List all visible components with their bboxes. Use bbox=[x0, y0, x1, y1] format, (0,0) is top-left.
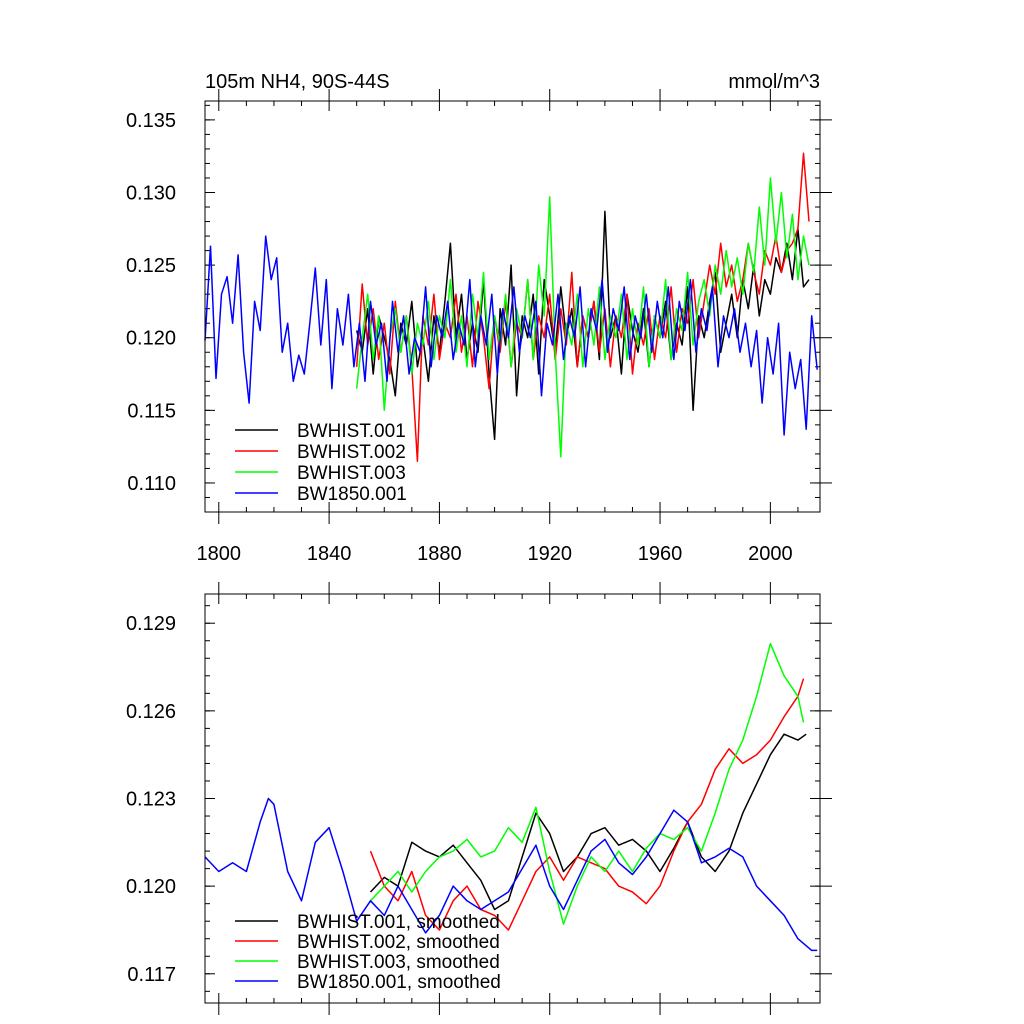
bottom-panel: 0.117 0.120 0.123 0.126 0.129 BWHIST.001, sm… bbox=[126, 582, 832, 1015]
top-y-tick-label: 0.125 bbox=[126, 255, 176, 277]
top-x-tick-label: 1800 bbox=[197, 543, 242, 565]
top-panel: 105m NH4, 90S-44S mmol/m^3 1800 1840 1880 1… bbox=[126, 71, 832, 565]
top-y-tick-label: 0.115 bbox=[127, 400, 176, 422]
top-panel-axes: 1800 1840 1880 1920 1960 2000 0.110 0.115 0.120 0… bbox=[126, 89, 832, 565]
top-x-tick-label: 1960 bbox=[638, 543, 683, 565]
bottom-y-tick-label: 0.129 bbox=[126, 613, 176, 635]
top-y-tick-label: 0.110 bbox=[127, 473, 176, 495]
bottom-series-line-4 bbox=[204, 797, 818, 952]
bottom-panel-axes: 0.117 0.120 0.123 0.126 0.129 bbox=[126, 582, 832, 1015]
top-series-line-4 bbox=[204, 235, 818, 436]
bottom-series-line-2 bbox=[369, 678, 805, 931]
top-x-tick-label: 2000 bbox=[748, 543, 793, 565]
top-x-tick-label: 1920 bbox=[527, 543, 572, 565]
bottom-panel-series bbox=[204, 642, 818, 952]
top-legend-label-2: BWHIST.002 bbox=[297, 442, 406, 463]
top-x-tick-label: 1840 bbox=[307, 543, 352, 565]
top-y-tick-label: 0.130 bbox=[126, 182, 176, 204]
top-legend-label-1: BWHIST.001 bbox=[297, 421, 406, 442]
bottom-legend-label-2: BWHIST.002, smoothed bbox=[297, 932, 500, 953]
bottom-legend-label-4: BW1850.001, smoothed bbox=[297, 972, 501, 993]
bottom-y-tick-label: 0.126 bbox=[126, 701, 176, 723]
top-legend-label-4: BW1850.001 bbox=[297, 484, 407, 505]
bottom-series-line-3 bbox=[369, 642, 805, 925]
top-panel-series bbox=[204, 152, 818, 462]
bottom-y-tick-label: 0.120 bbox=[126, 876, 176, 898]
top-y-tick-label: 0.120 bbox=[126, 328, 176, 350]
bottom-y-tick-label: 0.117 bbox=[127, 964, 176, 986]
top-x-tick-label: 1880 bbox=[417, 543, 462, 565]
bottom-legend-label-3: BWHIST.003, smoothed bbox=[297, 952, 500, 973]
top-panel-units-label: mmol/m^3 bbox=[728, 71, 820, 93]
bottom-y-tick-label: 0.123 bbox=[126, 789, 176, 811]
bottom-legend-label-1: BWHIST.001, smoothed bbox=[297, 912, 500, 933]
top-series-line-3 bbox=[355, 177, 810, 458]
top-panel-frame bbox=[204, 100, 821, 513]
top-legend-label-3: BWHIST.003 bbox=[297, 463, 406, 484]
top-panel-title-left: 105m NH4, 90S-44S bbox=[205, 71, 390, 93]
bottom-panel-frame bbox=[204, 593, 821, 1004]
top-y-tick-label: 0.135 bbox=[126, 110, 176, 132]
bottom-series-line-1 bbox=[369, 733, 807, 911]
